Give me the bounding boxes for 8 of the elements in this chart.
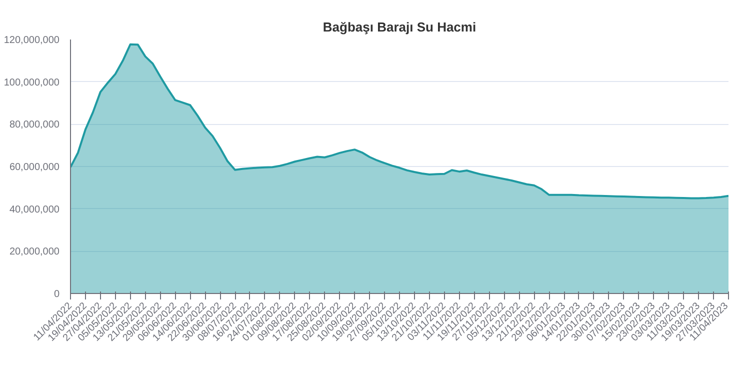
y-tick-label: 20,000,000 (9, 246, 60, 258)
y-tick-label: 0 (54, 289, 60, 300)
y-tick-label: 40,000,000 (9, 204, 60, 216)
y-tick-label: 120,000,000 (4, 35, 60, 46)
chart-title: Bağbaşı Barajı Su Hacmi (322, 20, 476, 34)
y-tick-label: 100,000,000 (4, 77, 60, 88)
y-tick-label: 80,000,000 (9, 120, 60, 131)
y-tick-label: 60,000,000 (9, 162, 60, 173)
